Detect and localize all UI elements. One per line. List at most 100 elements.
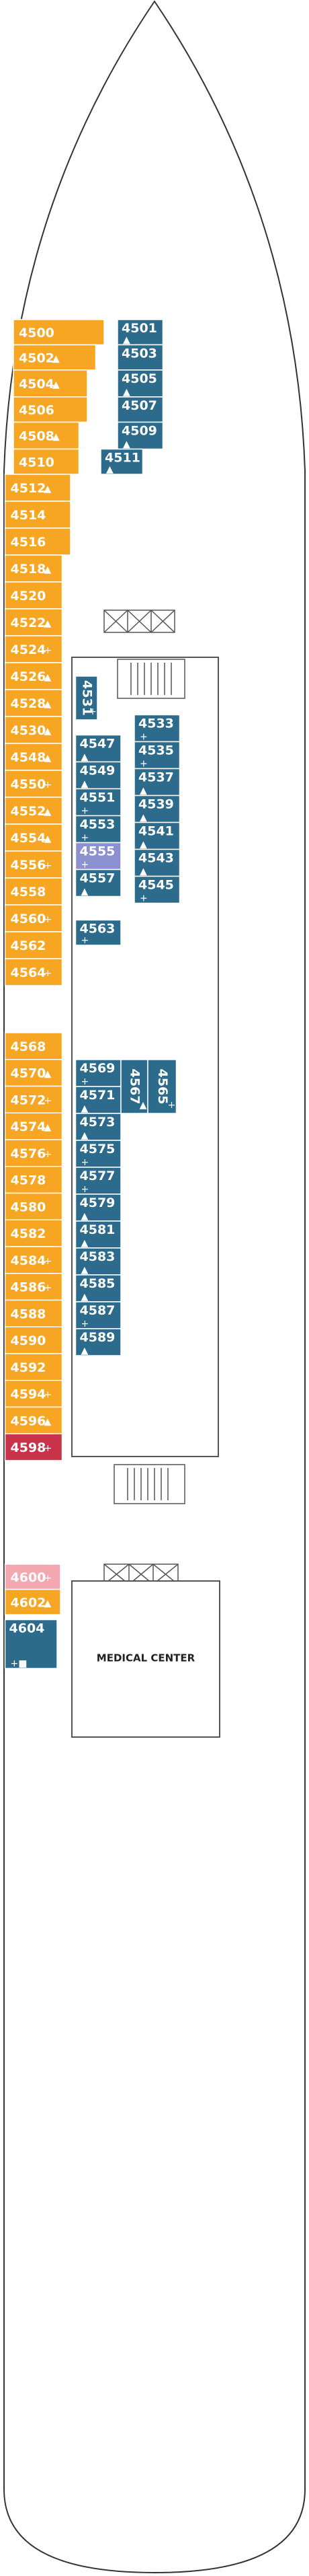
- cabin: 4508▲: [13, 421, 80, 450]
- cabin-box: [134, 848, 181, 877]
- cabin-box: [4, 608, 63, 636]
- cabin-number: 4552: [11, 804, 46, 819]
- cabin-number: 4518: [11, 562, 46, 577]
- cabin-box: [75, 675, 98, 721]
- cabin-box: [75, 788, 122, 817]
- cabin: 4600+: [4, 1563, 61, 1590]
- cabin-box: [75, 842, 122, 871]
- cabin-icon: ▲: [44, 618, 52, 629]
- cabin-box: [75, 869, 122, 897]
- cabin-number: 4528: [11, 696, 46, 711]
- cabin-number: 4501: [122, 321, 157, 336]
- cabin-number: 4578: [11, 1173, 46, 1188]
- cabin-box: [75, 1059, 122, 1087]
- cabin: 4580: [4, 1192, 63, 1220]
- cabin-number: 4526: [11, 669, 46, 684]
- cabin-number: 4571: [80, 1088, 116, 1103]
- cabin-box: [75, 1274, 122, 1302]
- cabin-box: [4, 823, 63, 852]
- cabin: 4604 +■: [4, 1619, 58, 1669]
- cabin-box: [4, 527, 71, 556]
- cabin-number: 4604: [9, 1621, 45, 1636]
- cabin-icon: +: [44, 1256, 52, 1267]
- cabin-icon: ▲: [81, 1265, 89, 1276]
- cabin-box: [4, 850, 63, 879]
- cabin-icon: ▲: [81, 887, 89, 897]
- cabin-number: 4588: [11, 1307, 46, 1321]
- cabin-box: [75, 1328, 122, 1356]
- cabin-box: [4, 1273, 63, 1301]
- cabin-box: [4, 1433, 63, 1461]
- cabin: 4587+: [75, 1301, 122, 1329]
- cabin-number: 4555: [80, 844, 116, 859]
- cabin-number: 4545: [138, 878, 174, 893]
- cabin-box: [75, 1220, 122, 1249]
- cabin-number: 4577: [80, 1169, 116, 1183]
- cabin: 4552▲: [4, 797, 63, 825]
- cabin-box: [13, 448, 80, 475]
- cabin-icon: ▲: [140, 786, 147, 797]
- cabin: 4543▲: [134, 848, 181, 877]
- cabin-number: 4531: [79, 680, 94, 716]
- cabin-number: 4516: [11, 535, 46, 550]
- cabin-box: [117, 344, 164, 371]
- cabin-number: 4556: [11, 858, 46, 873]
- cabin-box: [4, 1619, 58, 1669]
- cabin-number: 4568: [11, 1039, 46, 1054]
- cabin-box: [4, 1219, 63, 1247]
- cabin-number: 4504: [19, 377, 54, 392]
- cabin: 4502▲: [13, 344, 97, 371]
- cabin-number: 4548: [11, 750, 46, 765]
- cabin: 4549▲: [75, 761, 122, 790]
- cabin: 4571▲: [75, 1086, 122, 1114]
- cabin: 4526▲: [4, 662, 63, 690]
- cabin-number: 4573: [80, 1115, 116, 1130]
- cabin: 4558: [4, 877, 63, 906]
- cabin: 4545+: [134, 875, 181, 904]
- cabin: 4570▲: [4, 1059, 63, 1087]
- cabin-box: [117, 369, 164, 398]
- cabin-number: 4585: [80, 1276, 116, 1291]
- cabin-number: 4582: [11, 1226, 46, 1241]
- cabin-box: [13, 421, 80, 450]
- cabin: 4501▲: [117, 319, 164, 346]
- cabin-number: 4586: [11, 1280, 46, 1295]
- cabin-number: 4594: [11, 1387, 46, 1402]
- cabin-box: [4, 1563, 61, 1590]
- elevators-top: [103, 610, 175, 633]
- cabin: 4582: [4, 1219, 63, 1247]
- stairs-bottom: [114, 1464, 185, 1504]
- cabin-number: 4520: [11, 589, 46, 603]
- cabin-box: [75, 1167, 122, 1195]
- cabin-icon: +: [140, 759, 148, 770]
- cabin-icon: ▲: [52, 432, 60, 443]
- cabin: 4585▲: [75, 1274, 122, 1302]
- cabin-icon: ▲: [81, 752, 89, 763]
- cabin: 4535+: [134, 741, 181, 770]
- cabin: 4522▲: [4, 608, 63, 636]
- cabin: 4531+: [75, 675, 98, 721]
- cabin-box: [4, 904, 63, 932]
- cabin: 4554▲: [4, 823, 63, 852]
- cabin-number: 4535: [138, 743, 174, 758]
- cabin: 4518▲: [4, 554, 63, 583]
- cabin-icon: +: [81, 935, 89, 946]
- cabin-number: 4547: [80, 737, 116, 751]
- cabin: 4520: [4, 581, 63, 610]
- cabin-number: 4514: [11, 508, 46, 523]
- cabin-icon: +: [81, 1184, 89, 1195]
- cabin-box: [4, 797, 63, 825]
- cabin-box: [13, 369, 88, 398]
- cabin: 4562: [4, 931, 63, 959]
- cabin-number: 4592: [11, 1360, 46, 1375]
- cabin: 4578: [4, 1166, 63, 1194]
- cabin: 4537▲: [134, 768, 181, 797]
- cabin-icon: ▲: [44, 564, 52, 575]
- cabin: 4567▲: [120, 1059, 148, 1114]
- cabin-icon: +: [44, 1149, 52, 1160]
- cabin-box: [75, 919, 122, 946]
- cabin: 4588: [4, 1299, 63, 1327]
- cabin: 4509▲: [117, 421, 164, 450]
- cabin-icon: ▲: [44, 807, 52, 817]
- cabin-number: 4562: [11, 939, 46, 953]
